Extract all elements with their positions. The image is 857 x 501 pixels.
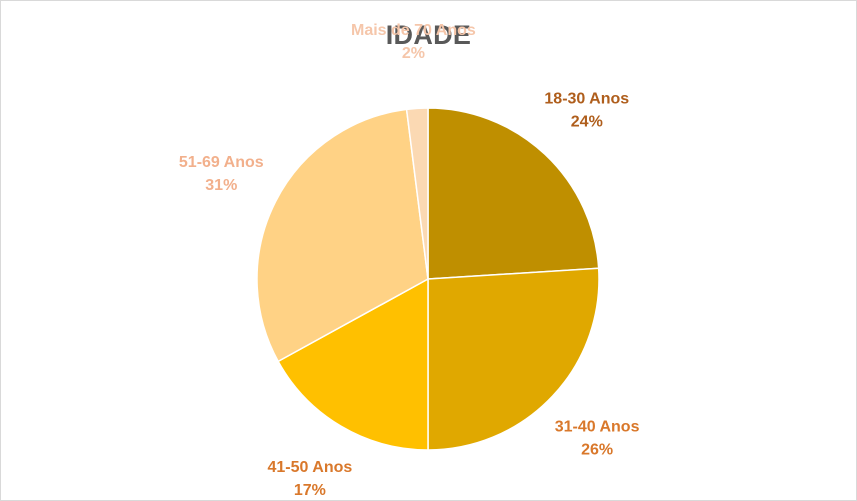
value-label-31-40-anos: 26%	[581, 441, 613, 458]
value-label-18-30-anos: 24%	[571, 113, 603, 130]
pie-slice-18-30-anos	[427, 107, 600, 280]
category-label-31-40-anos: 31-40 Anos	[555, 418, 640, 435]
pie-slice-mais-de-70-anos	[405, 107, 429, 280]
chart-title: IDADE	[385, 20, 472, 50]
category-label-41-50-anos: 41-50 Anos	[268, 459, 353, 476]
value-label-51-69-anos: 31%	[205, 177, 237, 194]
pie-slice-51-69-anos	[256, 108, 429, 363]
pie-slice-31-40-anos	[427, 267, 600, 451]
pie-slice-41-50-anos	[277, 277, 429, 451]
category-label-mais-de-70-anos: Mais de 70 Anos	[351, 22, 476, 39]
category-label-18-30-anos: 18-30 Anos	[544, 90, 629, 107]
category-label-51-69-anos: 51-69 Anos	[179, 154, 264, 171]
value-label-mais-de-70-anos: 2%	[402, 45, 425, 62]
value-label-41-50-anos: 17%	[294, 482, 326, 499]
